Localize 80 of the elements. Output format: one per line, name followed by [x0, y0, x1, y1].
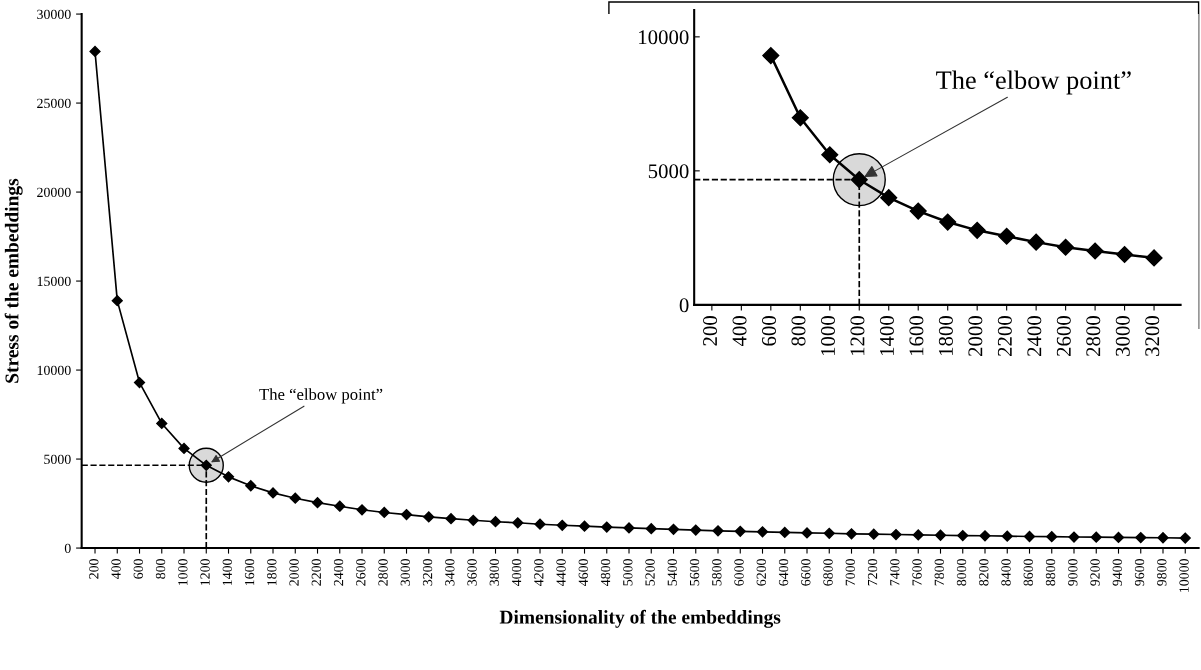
x-tick-label: 7000: [845, 559, 855, 586]
y-tick-label: 5000: [44, 454, 71, 465]
x-tick-label: 2400: [333, 559, 344, 586]
x-tick-label: 1600: [909, 316, 924, 356]
x-tick-label: 3600: [467, 559, 477, 586]
x-tick-label: 6400: [778, 559, 789, 586]
x-tick-label: 6800: [823, 559, 833, 586]
x-tick-label: 4000: [511, 559, 522, 586]
y-tick-label: 5000: [648, 164, 689, 179]
x-tick-label: 8200: [979, 559, 989, 586]
x-tick-label: 400: [111, 559, 121, 580]
y-tick-label: 25000: [37, 98, 71, 109]
x-tick-label: 400: [732, 316, 747, 347]
x-tick-label: 2800: [1086, 316, 1101, 357]
x-tick-label: 9400: [1112, 559, 1122, 586]
x-tick-label: 4800: [600, 559, 611, 586]
x-tick-label: 600: [133, 559, 143, 579]
y-tick-label: 10000: [639, 30, 689, 45]
x-tick-label: 5800: [712, 559, 722, 586]
x-tick-label: 7200: [867, 559, 878, 586]
x-tick-label: 7800: [934, 559, 944, 586]
x-tick-label: 800: [155, 559, 166, 579]
x-tick-label: 7400: [890, 559, 900, 586]
x-tick-label: 2000: [968, 316, 983, 357]
x-tick-label: 8400: [1001, 559, 1011, 586]
x-tick-label: 1200: [850, 316, 865, 356]
x-tick-label: 1000: [820, 316, 835, 356]
x-tick-label: 9000: [1068, 559, 1078, 586]
x-tick-label: 7600: [912, 559, 922, 586]
x-tick-label: 3000: [1115, 316, 1130, 356]
x-tick-label: 1800: [938, 316, 953, 356]
x-tick-label: 5000: [623, 559, 633, 586]
x-tick-label: 1200: [200, 559, 210, 586]
x-tick-label: 9600: [1134, 559, 1145, 586]
y-tick-label: 0: [64, 543, 71, 554]
x-tick-label: 10000: [1179, 559, 1189, 592]
x-tick-label: 6200: [756, 559, 766, 586]
x-tick-label: 1400: [222, 559, 232, 586]
x-tick-label: 800: [791, 316, 806, 346]
x-tick-label: 2600: [356, 559, 366, 586]
y-tick-label: 20000: [37, 187, 71, 198]
x-tick-label: 2000: [289, 559, 299, 586]
x-tick-label: 2400: [1027, 316, 1042, 357]
x-tick-label: 3200: [422, 559, 433, 586]
x-tick-label: 3400: [445, 559, 455, 586]
x-tick-label: 1000: [178, 559, 188, 586]
x-tick-label: 4200: [534, 559, 544, 586]
y-tick-label: 0: [679, 298, 689, 313]
x-tick-label: 1400: [879, 316, 894, 356]
x-tick-label: 5400: [667, 559, 677, 586]
x-tick-label: 2200: [997, 316, 1012, 357]
x-tick-label: 5200: [645, 559, 655, 586]
x-tick-label: 200: [89, 559, 99, 579]
x-tick-label: 4600: [578, 559, 588, 586]
x-tick-label: 9200: [1090, 559, 1100, 586]
x-axis-title: Dimensionality of the embeddings: [499, 609, 781, 628]
y-axis-title: Stress of the embeddings: [4, 178, 23, 383]
x-tick-label: 5600: [689, 559, 700, 586]
x-tick-label: 8000: [956, 559, 967, 586]
x-tick-label: 2200: [311, 559, 321, 586]
x-tick-label: 3200: [1145, 316, 1160, 356]
x-tick-label: 2800: [378, 559, 388, 586]
x-tick-label: 8600: [1023, 559, 1033, 586]
x-tick-label: 3000: [400, 559, 410, 586]
y-tick-label: 30000: [37, 9, 71, 20]
x-tick-label: 8800: [1045, 559, 1056, 586]
annotation: The “elbow point”: [936, 70, 1131, 95]
x-tick-label: 3800: [489, 559, 499, 586]
y-tick-label: 10000: [37, 365, 71, 376]
annotation: The “elbow point”: [259, 388, 383, 404]
x-tick-label: 200: [703, 316, 718, 346]
x-tick-label: 2600: [1056, 316, 1071, 357]
x-tick-label: 6600: [801, 559, 811, 586]
y-tick-label: 15000: [37, 276, 71, 287]
x-tick-label: 600: [761, 316, 777, 346]
x-tick-label: 6000: [734, 559, 744, 586]
x-tick-label: 1800: [267, 559, 277, 586]
x-tick-label: 4400: [556, 559, 566, 586]
x-tick-label: 9800: [1157, 559, 1167, 586]
x-tick-label: 1600: [244, 559, 255, 586]
